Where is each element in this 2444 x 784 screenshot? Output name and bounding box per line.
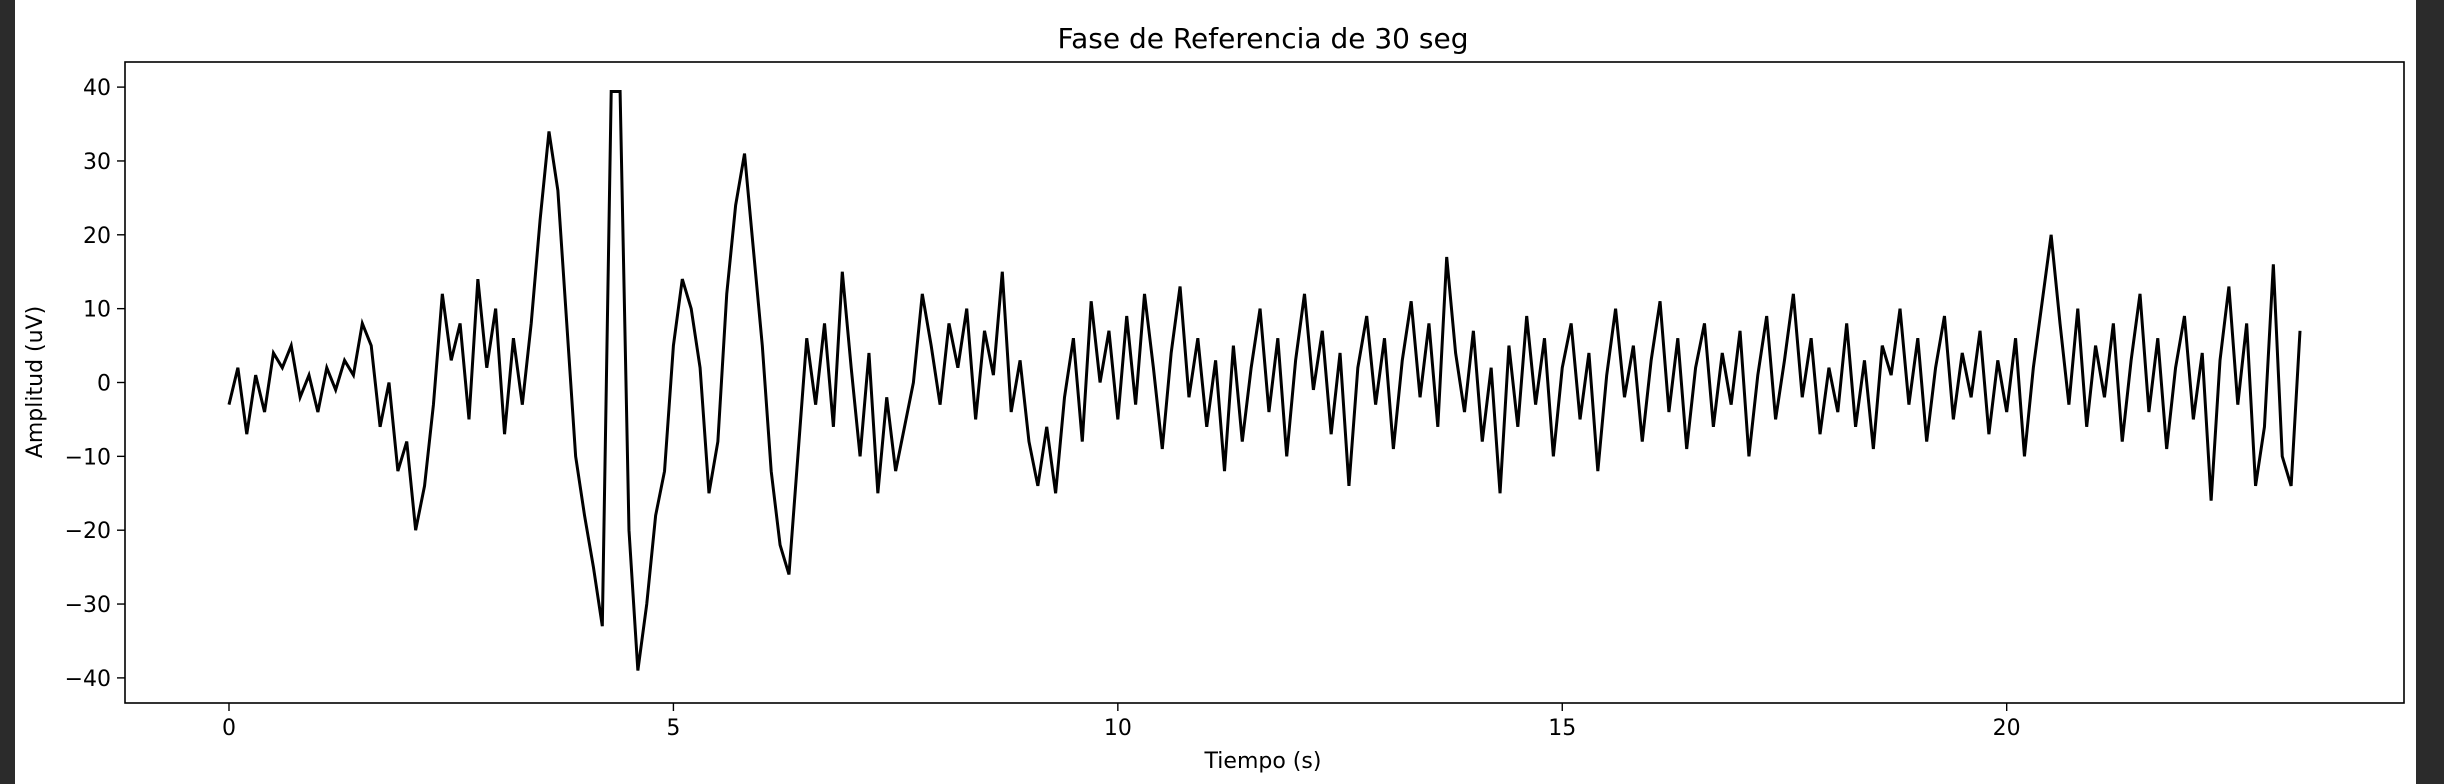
y-tick-label: −20 (65, 519, 111, 544)
axes-frame (124, 61, 2405, 704)
y-tick-label: 30 (83, 150, 111, 175)
x-tick-label: 0 (222, 716, 236, 741)
y-tick-label: −30 (65, 593, 111, 618)
x-tick-label: 5 (666, 716, 680, 741)
x-tick-label: 15 (1548, 716, 1576, 741)
plot-area: 0 5 10 15 20 −40 −30 −20 −10 0 10 20 30 40 (65, 76, 2302, 741)
chart-title: Fase de Referencia de 30 seg (1058, 22, 1469, 55)
window-edge (0, 0, 15, 784)
x-tick-label: 10 (1104, 716, 1132, 741)
signal-line (227, 90, 2302, 671)
x-tick-label: 20 (1993, 716, 2021, 741)
y-tick-label: 0 (97, 372, 111, 397)
window-edge (2416, 0, 2444, 784)
y-tick-label: −10 (65, 445, 111, 470)
x-axis-label: Tiempo (s) (1204, 749, 1322, 774)
y-tick-label: 10 (83, 298, 111, 323)
y-tick-label: −40 (65, 667, 111, 692)
y-tick-label: 20 (83, 224, 111, 249)
y-axis-label: Amplitud (uV) (23, 306, 48, 458)
y-tick-label: 40 (83, 76, 111, 101)
